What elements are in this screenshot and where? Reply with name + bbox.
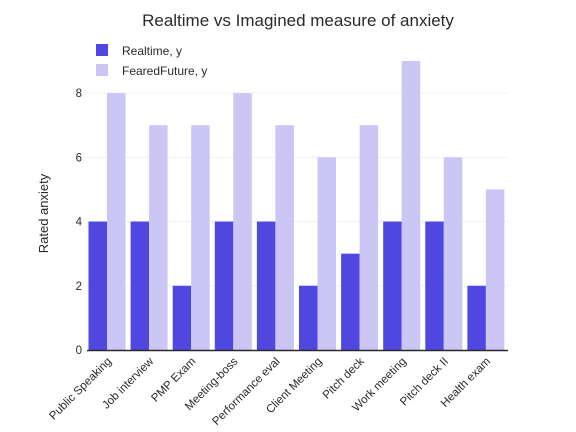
legend-swatch-feared-future [96,64,108,76]
bar-fearedfuture-y-pitch-deck-ii[interactable] [443,157,463,350]
bar-fearedfuture-y-job-interview[interactable] [149,125,168,350]
chart-title: Realtime vs Imagined measure of anxiety [142,11,454,30]
bars [88,61,505,350]
bar-fearedfuture-y-meeting-boss[interactable] [233,93,252,350]
bar-realtime-y-performance-eval[interactable] [256,221,276,350]
legend-item-realtime[interactable]: Realtime, y [96,44,182,58]
y-tick-label-0: 0 [76,345,82,357]
bar-fearedfuture-y-public-speaking[interactable] [107,93,126,350]
bar-realtime-y-health-exam[interactable] [467,285,486,350]
legend-label-realtime: Realtime, y [122,44,182,58]
bar-realtime-y-work-meeting[interactable] [383,221,402,350]
y-tick-label-6: 6 [76,152,82,164]
bar-realtime-y-pitch-deck-ii[interactable] [425,221,444,350]
legend-label-feared-future: FearedFuture, y [122,64,207,78]
bar-fearedfuture-y-client-meeting[interactable] [317,157,337,350]
bar-fearedfuture-y-work-meeting[interactable] [401,61,421,350]
bar-realtime-y-client-meeting[interactable] [299,285,318,350]
x-tick-label-public-speaking: Public Speaking [47,356,114,423]
y-tick-labels: 0 2 4 6 8 [76,88,83,357]
bar-realtime-y-pitch-deck[interactable] [341,253,360,350]
y-tick-label-8: 8 [76,88,82,100]
legend: Realtime, y FearedFuture, y [96,44,207,78]
bar-realtime-y-meeting-boss[interactable] [214,221,234,350]
bar-realtime-y-public-speaking[interactable] [88,221,108,350]
y-axis-label: Rated anxiety [36,173,51,253]
bar-fearedfuture-y-pmp-exam[interactable] [191,125,210,350]
bar-fearedfuture-y-performance-eval[interactable] [275,125,294,350]
bar-realtime-y-job-interview[interactable] [130,221,150,350]
y-tick-label-4: 4 [76,217,83,229]
bar-realtime-y-pmp-exam[interactable] [172,285,192,350]
bar-fearedfuture-y-health-exam[interactable] [485,189,505,350]
legend-item-feared-future[interactable]: FearedFuture, y [96,64,207,78]
legend-swatch-realtime [96,44,108,56]
y-tick-label-2: 2 [76,281,82,293]
bar-fearedfuture-y-pitch-deck[interactable] [359,125,379,350]
